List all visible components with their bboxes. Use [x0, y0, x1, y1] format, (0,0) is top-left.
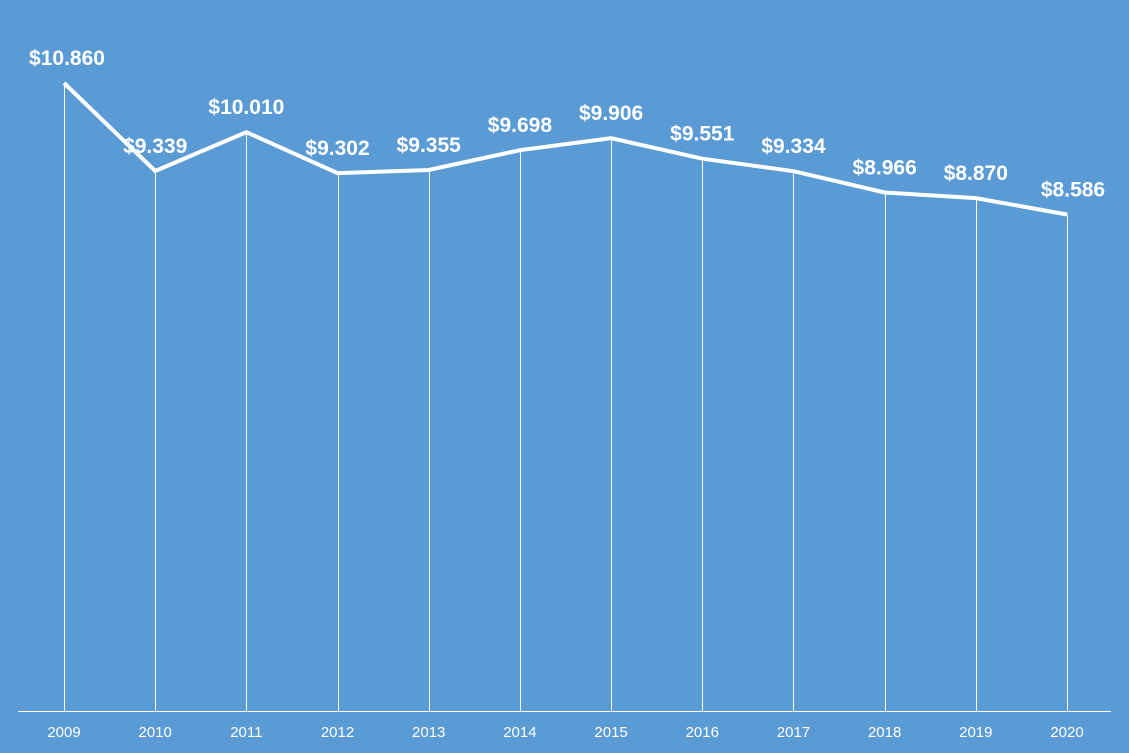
data-label-2018: $8.966 [853, 157, 917, 180]
data-label-2020: $8.586 [1041, 178, 1105, 201]
x-tick-label-2010: 2010 [138, 724, 171, 741]
x-tick-label-2018: 2018 [868, 724, 901, 741]
x-tick-label-2014: 2014 [503, 724, 536, 741]
x-tick-label-2020: 2020 [1050, 724, 1083, 741]
data-label-2013: $9.355 [397, 134, 462, 157]
x-tick-label-2011: 2011 [230, 724, 262, 741]
x-tick-label-2012: 2012 [321, 724, 354, 741]
data-label-2014: $9.698 [488, 114, 553, 137]
data-label-2015: $9.906 [579, 102, 643, 125]
x-tick-label-2013: 2013 [412, 724, 445, 741]
data-label-2012: $9.302 [305, 137, 369, 160]
x-tick-labels: 2009 2010 2011 2012 2013 2014 2015 2016 2017 2018… [47, 724, 1083, 741]
x-tick-label-2009: 2009 [47, 724, 80, 741]
data-label-2009: $10.860 [29, 47, 105, 70]
x-tick-label-2016: 2016 [686, 724, 719, 741]
drop-lines [64, 83, 1068, 711]
series-line [62, 81, 1068, 217]
data-label-2017: $9.334 [761, 135, 826, 158]
data-label-2010: $9.339 [123, 135, 187, 158]
data-label-2011: $10.010 [208, 96, 284, 119]
x-tick-label-2015: 2015 [594, 724, 627, 741]
data-label-2019: $8.870 [944, 162, 1008, 185]
data-label-2016: $9.551 [670, 123, 735, 146]
data-labels: $10.860 $9.339 $10.010 $9.302 $9.355 $9.698 $9… [29, 47, 1105, 201]
x-tick-label-2017: 2017 [777, 724, 810, 741]
x-tick-label-2019: 2019 [959, 724, 992, 741]
